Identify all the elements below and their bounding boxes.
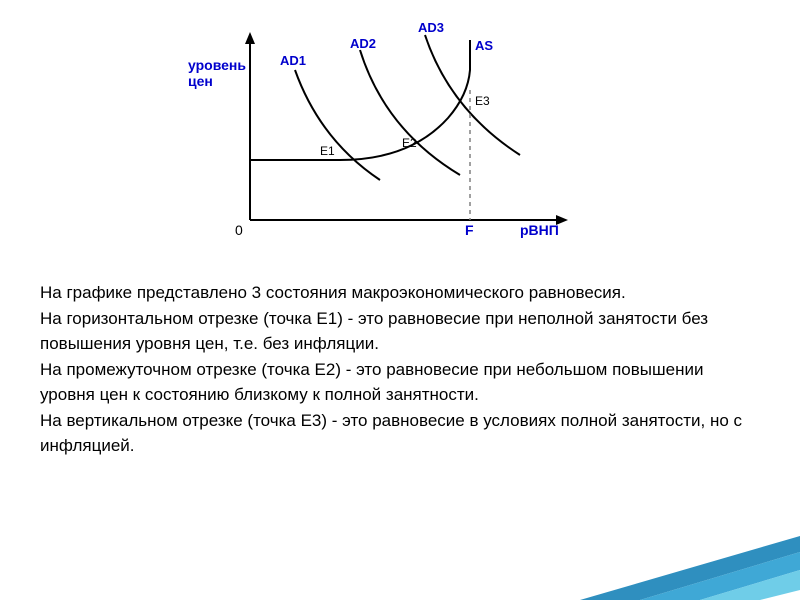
e1-label: E1 bbox=[320, 144, 335, 158]
e3-label: E3 bbox=[475, 94, 490, 108]
paragraph-4: На вертикальном отрезке (точка Е3) - это… bbox=[40, 408, 760, 459]
ad3-label: AD3 bbox=[418, 20, 444, 35]
f-label: F bbox=[465, 222, 474, 238]
ad2-label: AD2 bbox=[350, 36, 376, 51]
corner-decoration bbox=[580, 530, 800, 600]
x-axis-label: рВНП bbox=[520, 222, 559, 238]
origin-label: 0 bbox=[235, 222, 243, 238]
equilibrium-chart: уровень цен 0 F рВНП AD1 AD2 AD3 AS E1 E… bbox=[180, 10, 620, 260]
ad1-curve bbox=[295, 70, 380, 180]
paragraph-2: На горизонтальном отрезке (точка Е1) - э… bbox=[40, 306, 760, 357]
chart-svg: уровень цен 0 F рВНП AD1 AD2 AD3 AS E1 E… bbox=[180, 10, 620, 260]
y-axis-label: уровень цен bbox=[188, 57, 250, 89]
y-axis-arrow bbox=[245, 32, 255, 44]
slide-container: { "chart": { "type": "line", "background… bbox=[0, 0, 800, 600]
paragraph-3: На промежуточном отрезке (точка Е2) - эт… bbox=[40, 357, 760, 408]
description-text: На графике представлено 3 состояния макр… bbox=[40, 280, 760, 459]
as-label: AS bbox=[475, 38, 493, 53]
e2-label: E2 bbox=[402, 136, 417, 150]
ad1-label: AD1 bbox=[280, 53, 306, 68]
ad3-curve bbox=[425, 35, 520, 155]
paragraph-1: На графике представлено 3 состояния макр… bbox=[40, 280, 760, 306]
